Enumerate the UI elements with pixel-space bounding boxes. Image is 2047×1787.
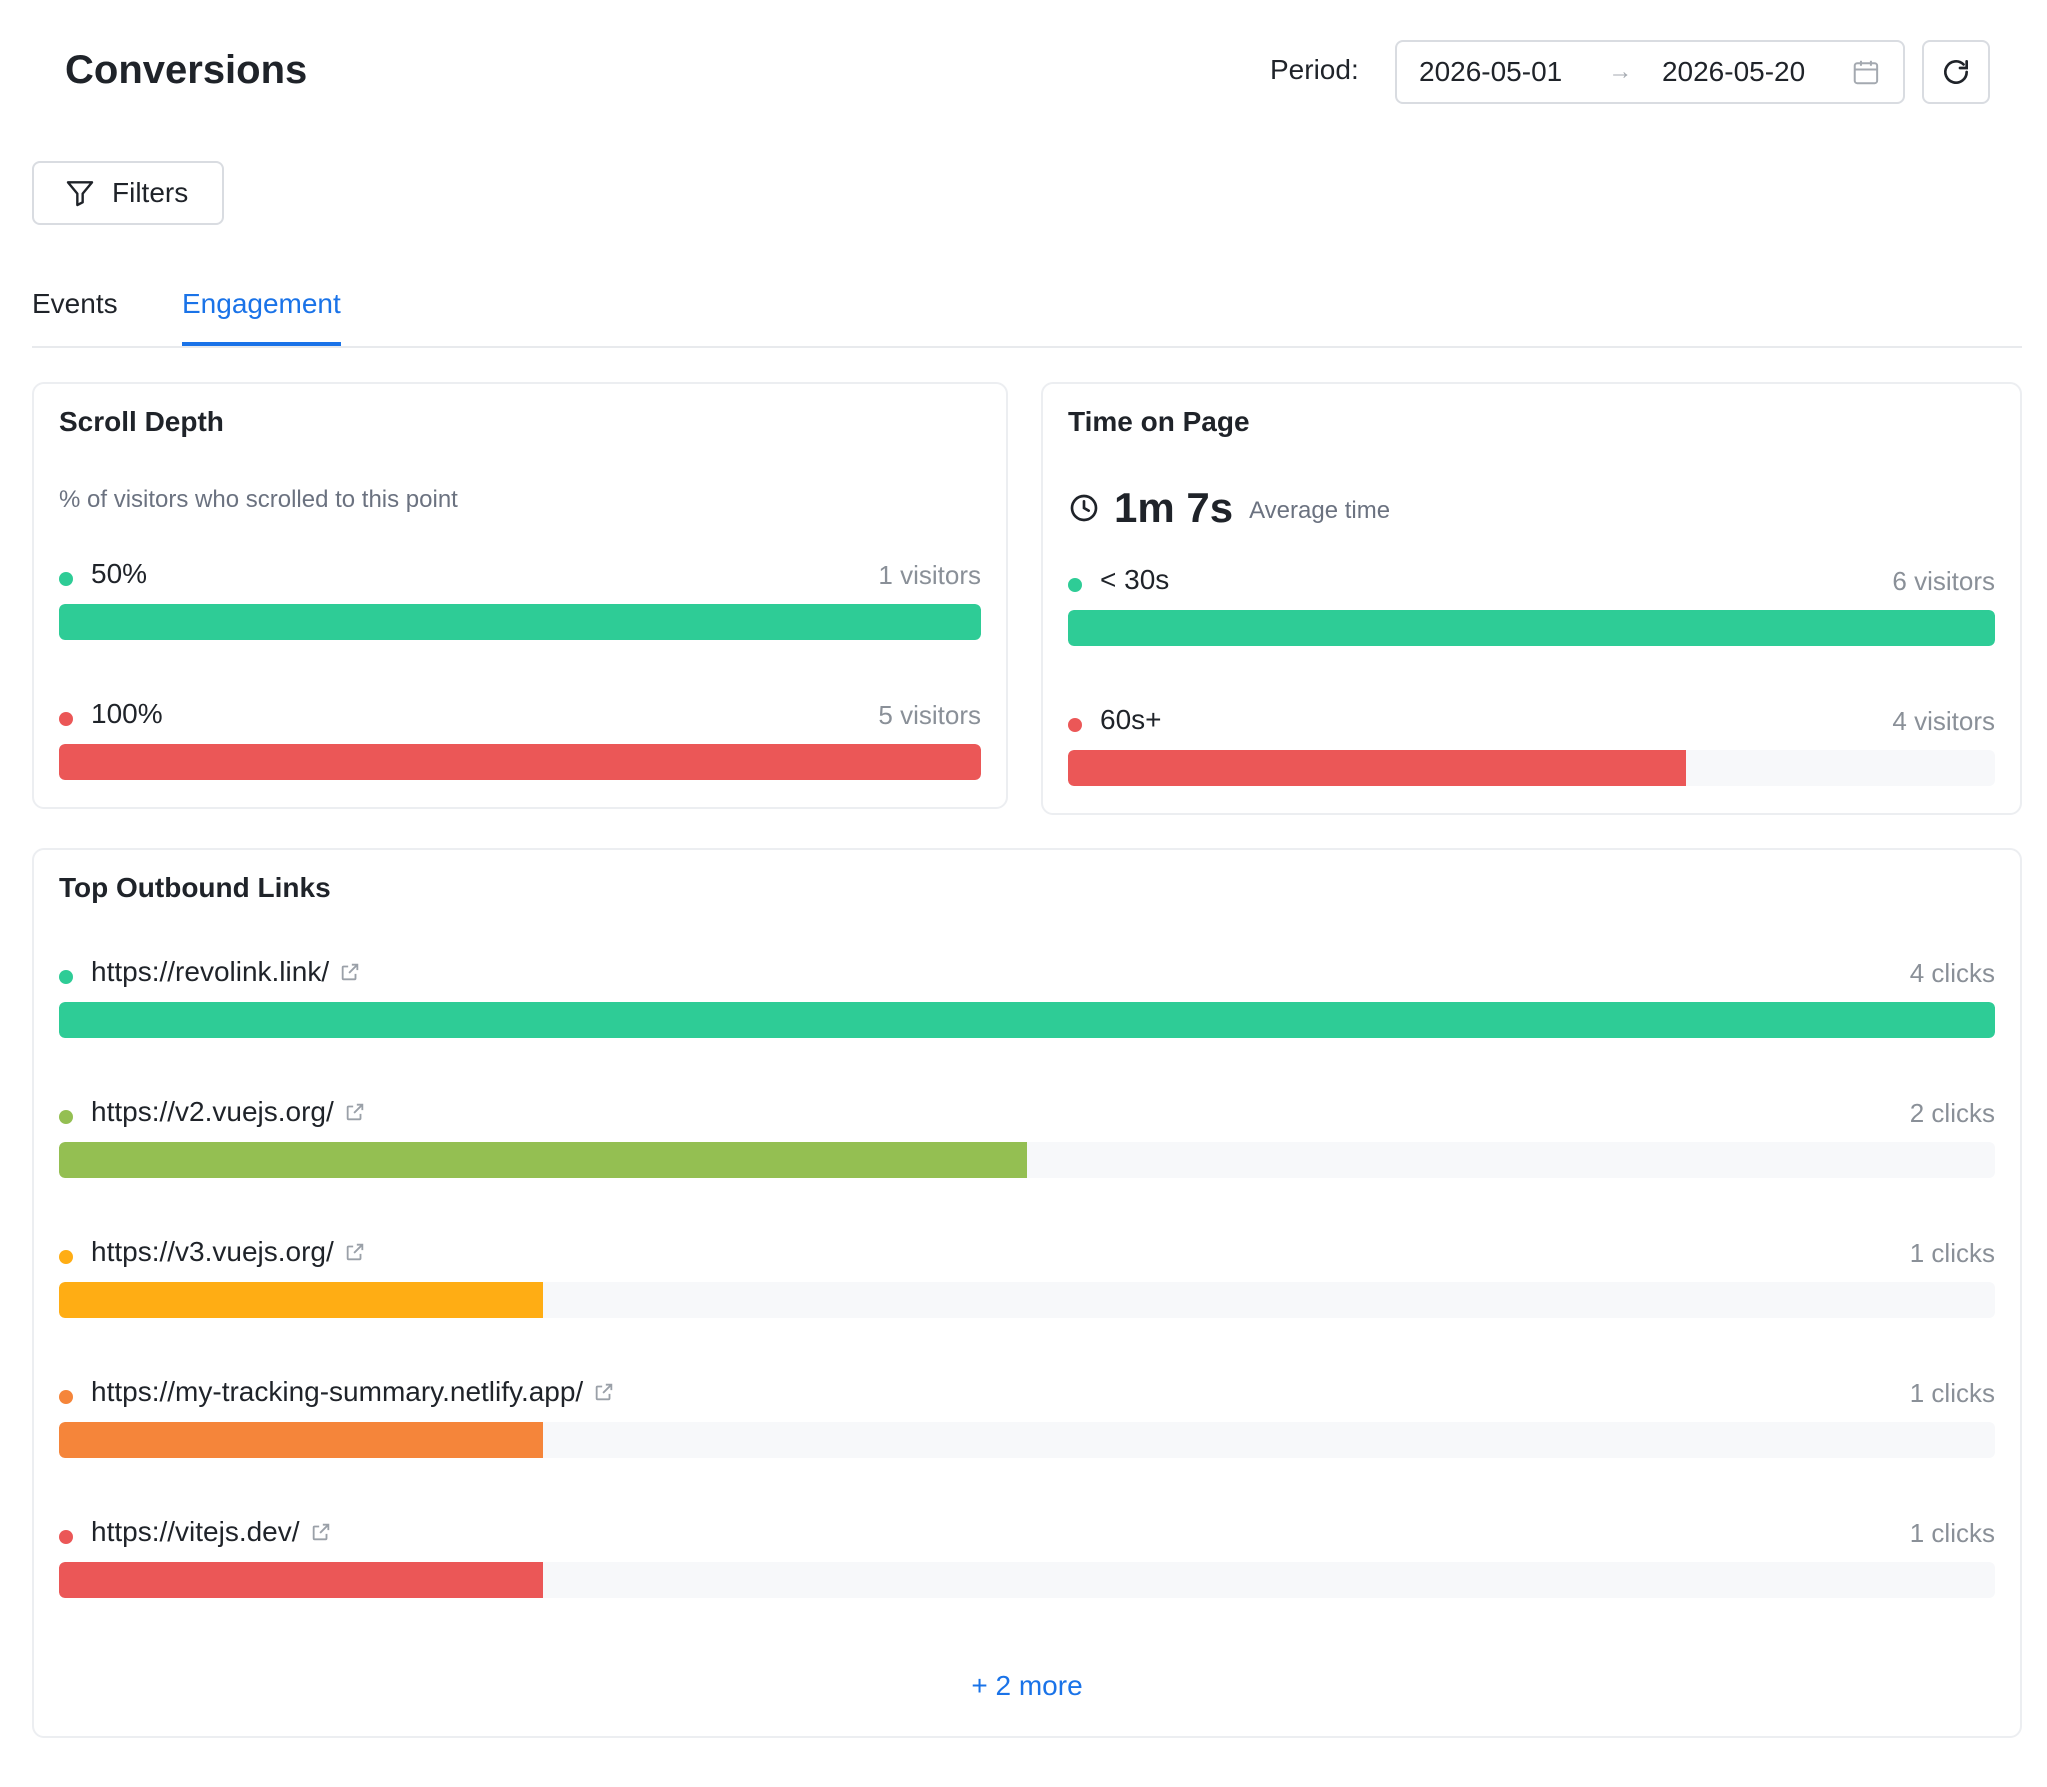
row-label: 60s+ [1100,704,1162,735]
end-date[interactable]: 2026-05-20 [1661,56,1806,87]
date-range-picker[interactable]: 2026-05-01 → 2026-05-20 [1395,40,1905,104]
card-subtitle: % of visitors who scrolled to this point [59,486,458,513]
legend-dot [59,572,73,586]
row-label: 100% [91,698,163,729]
row-count: 1 visitors [878,560,981,590]
bar-track [59,1142,1995,1178]
legend-dot [59,1390,73,1404]
range-arrow: → [1608,58,1633,85]
row-count: 1 clicks [1909,1378,1995,1408]
bar-fill [59,1142,1027,1178]
page-title: Conversions [65,48,308,92]
scroll-depth-card: Scroll Depth % of visitors who scrolled … [32,382,1008,809]
bar-fill [59,744,981,780]
link-row: https://v3.vuejs.org/ 1 clicks [59,1236,1995,1336]
link-label[interactable]: https://v2.vuejs.org/ [91,1096,366,1128]
external-link-icon[interactable] [344,1101,366,1123]
bar-track [59,744,981,780]
period-label: Period: [1270,54,1359,85]
link-label[interactable]: https://revolink.link/ [91,956,361,988]
row-count: 1 clicks [1909,1518,1995,1548]
link-row: https://my-tracking-summary.netlify.app/… [59,1376,1995,1476]
outbound-links-card: Top Outbound Links https://revolink.link… [32,848,2022,1738]
legend-dot [59,712,73,726]
row-count: 5 visitors [878,700,981,730]
link-row: https://revolink.link/ 4 clicks [59,956,1995,1056]
row-count: 4 visitors [1892,706,1995,736]
average-value: 1m 7s [1114,484,1234,531]
external-link-icon[interactable] [310,1521,332,1543]
bar-track [59,1422,1995,1458]
average-label: Average time [1249,497,1391,524]
bar-fill [59,604,981,640]
start-date[interactable]: 2026-05-01 [1419,56,1563,87]
show-more-link[interactable]: + 2 more [971,1670,1083,1701]
bar-fill [59,1422,543,1458]
link-url[interactable]: https://revolink.link/ [91,956,330,987]
bar-fill [1068,610,1995,646]
row-label: 50% [91,558,148,589]
link-url[interactable]: https://my-tracking-summary.netlify.app/ [91,1376,584,1407]
bar-track [59,1562,1995,1598]
card-title: Scroll Depth [59,406,224,437]
card-title: Top Outbound Links [59,872,331,903]
time-row: < 30s 6 visitors [1068,564,1995,664]
row-label: < 30s [1100,564,1170,595]
link-row: https://vitejs.dev/ 1 clicks [59,1516,1995,1616]
bar-fill [59,1282,543,1318]
link-url[interactable]: https://v3.vuejs.org/ [91,1236,334,1267]
row-count: 4 clicks [1909,958,1995,988]
external-link-icon[interactable] [339,961,361,983]
average-time: 1m 7s Average time [1068,484,1390,532]
external-link-icon[interactable] [344,1241,366,1263]
legend-dot [59,1250,73,1264]
tab-events[interactable]: Events [32,288,118,319]
time-row: 60s+ 4 visitors [1068,704,1995,804]
link-label[interactable]: https://v3.vuejs.org/ [91,1236,366,1268]
bar-fill [1068,750,1687,786]
link-row: https://v2.vuejs.org/ 2 clicks [59,1096,1995,1196]
legend-dot [59,1530,73,1544]
row-count: 2 clicks [1909,1098,1995,1128]
link-url[interactable]: https://v2.vuejs.org/ [91,1096,334,1127]
bar-fill [59,1562,543,1598]
row-count: 1 clicks [1909,1238,1995,1268]
filters-label: Filters [112,177,189,208]
bar-fill [59,1002,1995,1038]
bar-track [59,1282,1995,1318]
bar-track [1068,610,1995,646]
legend-dot [59,1110,73,1124]
filters-button[interactable]: Filters [32,161,224,225]
filter-icon [66,181,94,207]
time-on-page-card: Time on Page 1m 7s Average time < 30s 6 … [1041,382,2022,815]
tab-engagement[interactable]: Engagement [182,288,341,346]
legend-dot [1068,578,1082,592]
row-count: 6 visitors [1892,566,1995,596]
bar-track [59,604,981,640]
clock-icon [1070,494,1098,522]
calendar-icon[interactable] [1851,57,1881,87]
link-url[interactable]: https://vitejs.dev/ [91,1516,300,1547]
scroll-row: 50% 1 visitors [59,558,981,658]
scroll-row: 100% 5 visitors [59,698,981,798]
link-label[interactable]: https://vitejs.dev/ [91,1516,332,1548]
legend-dot [1068,718,1082,732]
external-link-icon[interactable] [593,1381,615,1403]
link-label[interactable]: https://my-tracking-summary.netlify.app/ [91,1376,615,1408]
legend-dot [59,970,73,984]
card-title: Time on Page [1068,406,1250,437]
bar-track [1068,750,1995,786]
bar-track [59,1002,1995,1038]
tab-bar: Events Engagement [32,280,2022,348]
refresh-icon [1944,60,1968,84]
refresh-button[interactable] [1922,40,1990,104]
